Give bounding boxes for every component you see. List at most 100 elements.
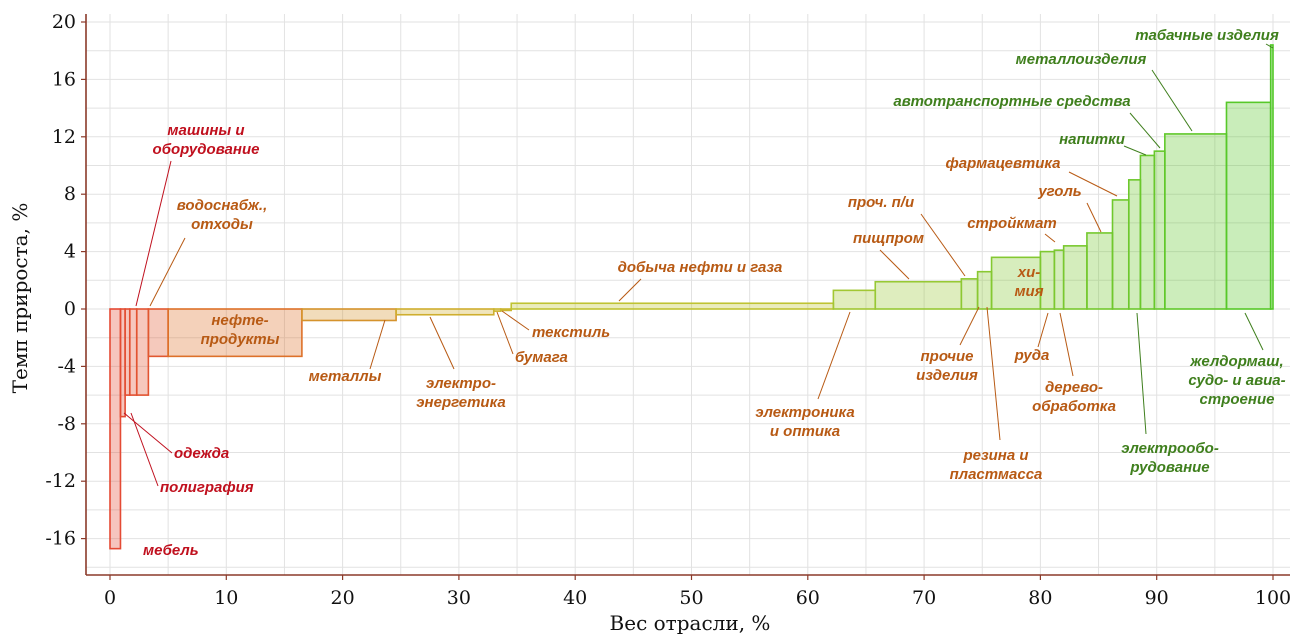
bar-label-zheldor: желдормаш, судо- и авиа-строение — [1188, 353, 1285, 408]
leader-line — [135, 160, 172, 307]
ticks: 0 10 20 30 40 50 60 70 80 90 100201612840-4-8-12-1… — [45, 11, 1291, 609]
leader-line — [879, 249, 910, 280]
leader-line — [1037, 312, 1049, 348]
bar — [1062, 245, 1088, 310]
bar — [492, 308, 502, 312]
y-tick-label: 8 — [64, 183, 76, 205]
x-tick-label: 90 — [1145, 587, 1169, 609]
bar — [499, 308, 513, 312]
bar-label-ugol: уголь — [1037, 183, 1081, 200]
leader-line — [1151, 69, 1193, 132]
y-tick-label: -12 — [45, 470, 76, 492]
y-tick-label: -4 — [57, 355, 76, 377]
leaders — [123, 43, 1274, 487]
bar-label-mebel: мебель — [143, 542, 199, 559]
bar — [395, 308, 495, 316]
x-tick-label: 40 — [563, 587, 587, 609]
bar — [128, 308, 138, 396]
x-tick-label: 50 — [679, 587, 703, 609]
x-tick-label: 100 — [1255, 587, 1291, 609]
grid — [86, 14, 1290, 575]
bar-label-rezina: резина и пластмасса — [950, 447, 1043, 483]
bar — [1086, 232, 1114, 310]
leader-line — [1059, 312, 1074, 377]
y-axis-label: Темп прироста, % — [8, 203, 32, 394]
bar — [990, 256, 1042, 310]
leader-line — [496, 311, 514, 355]
leader-line — [1244, 312, 1264, 351]
leader-line — [1265, 43, 1274, 49]
bar — [1127, 179, 1142, 310]
bar — [976, 270, 993, 310]
leader-line — [149, 237, 186, 307]
bar-label-proch: проч. п/и — [848, 194, 914, 211]
bar-label-elektronika: электроника и оптика — [755, 404, 854, 440]
bar-label-vodosnab: водоснабж., отходы — [177, 197, 268, 233]
bar-label-metally: металлы — [309, 368, 382, 385]
leader-line — [986, 306, 1001, 441]
y-tick-label: 4 — [64, 241, 76, 263]
x-tick-label: 20 — [331, 587, 355, 609]
bar — [301, 308, 397, 322]
bar — [1053, 249, 1065, 310]
bar-label-avto: автотранспортные средства — [893, 93, 1130, 110]
labels: мебель одежда полиграфия машины и оборудован… — [143, 27, 1286, 559]
bar — [135, 308, 150, 396]
leader-line — [369, 319, 386, 370]
bar-label-stroymat: стройкмат — [967, 215, 1057, 232]
bar-label-prochie: прочие изделия — [916, 348, 978, 384]
bar-label-bumaga: бумага — [515, 349, 568, 366]
y-tick-label: 20 — [52, 11, 76, 33]
x-tick-label: 10 — [214, 587, 238, 609]
bar — [1153, 150, 1166, 310]
bar-label-napitki: напитки — [1059, 131, 1125, 148]
leader-line — [1123, 145, 1147, 156]
leader-line — [618, 278, 642, 302]
bar-label-dobycha: добыча нефти и газа — [618, 259, 783, 276]
leader-line — [1044, 233, 1056, 243]
bar-label-elektroen: электро-энергетика — [416, 375, 505, 411]
bar — [832, 289, 877, 310]
y-tick-label: -16 — [45, 528, 76, 550]
leader-line — [1068, 171, 1118, 197]
bar — [1139, 154, 1156, 310]
bar-label-metalloizd: металлоизделия — [1016, 51, 1147, 68]
bar-label-ruda: руда — [1014, 347, 1050, 364]
bar-label-derevo: дерево-обработка — [1032, 379, 1116, 415]
leader-line — [1086, 202, 1102, 233]
leader-line — [1136, 312, 1147, 435]
bar-label-odezhda: одежда — [174, 445, 229, 462]
x-tick-label: 70 — [912, 587, 936, 609]
bar — [167, 308, 303, 358]
bar — [510, 302, 835, 310]
bar — [1164, 133, 1228, 310]
bar-label-poligrafiya: полиграфия — [160, 479, 254, 496]
x-tick-label: 80 — [1028, 587, 1052, 609]
leader-line — [429, 316, 455, 370]
leader-line — [130, 412, 159, 487]
bar-label-elektroobo: электрообо-рудование — [1121, 440, 1219, 476]
bar-label-farma: фармацевтика — [946, 155, 1061, 172]
bar — [109, 308, 122, 550]
y-tick-label: 12 — [52, 126, 76, 148]
bar-label-nefteprod: нефте-продукты — [201, 312, 280, 348]
bar-label-mashiny: машины и оборудование — [153, 122, 260, 158]
bar-label-tabak: табачные изделия — [1135, 27, 1279, 44]
leader-line — [1129, 112, 1161, 149]
bar-label-tekstil: текстиль — [532, 324, 610, 341]
bar — [147, 308, 169, 358]
x-tick-label: 30 — [447, 587, 471, 609]
y-tick-label: 16 — [52, 68, 76, 90]
leader-line — [920, 213, 966, 277]
leader-line — [501, 310, 530, 331]
bar — [1225, 101, 1272, 310]
leader-line — [959, 306, 980, 346]
y-tick-label: -8 — [57, 413, 76, 435]
bar-label-khimiya: хи-мия — [1014, 264, 1043, 300]
bar — [1269, 44, 1274, 310]
bar — [874, 280, 963, 310]
x-tick-label: 60 — [796, 587, 820, 609]
bar — [1111, 199, 1130, 310]
bar — [1039, 250, 1056, 310]
